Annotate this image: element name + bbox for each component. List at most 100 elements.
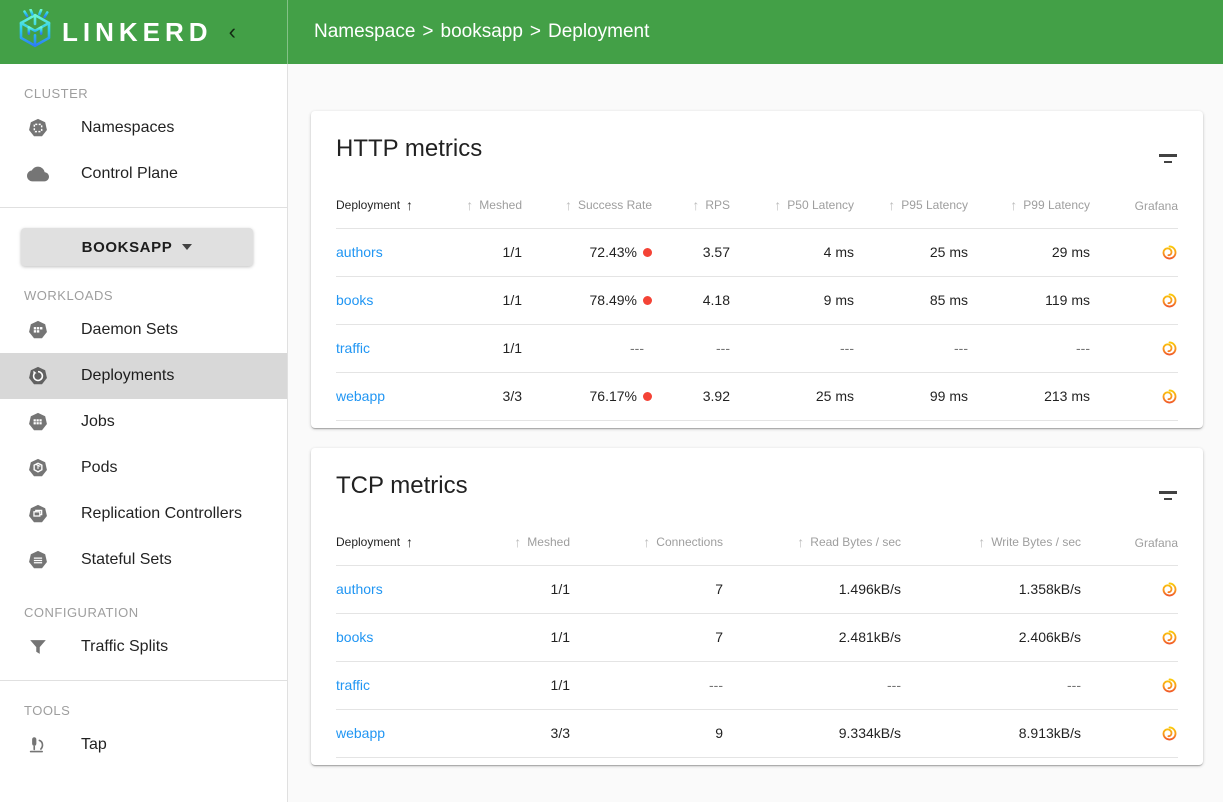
grafana-link-icon[interactable] xyxy=(1090,340,1178,357)
grafana-link-icon[interactable] xyxy=(1081,677,1178,694)
grafana-link-icon[interactable] xyxy=(1081,581,1178,598)
deployment-link-authors[interactable]: authors xyxy=(336,581,383,597)
sidebar-item-label: Tap xyxy=(81,736,107,753)
deployment-link-authors[interactable]: authors xyxy=(336,244,383,260)
column-header-p95-latency[interactable]: ↑ P95 Latency xyxy=(854,163,968,229)
sidebar-item-control-plane[interactable]: Control Plane xyxy=(0,151,287,197)
status-dot-icon xyxy=(643,247,652,257)
p95-value: 85 ms xyxy=(854,276,968,325)
column-header-rps[interactable]: ↑ RPS xyxy=(652,163,730,229)
sidebar-item-namespaces[interactable]: Namespaces xyxy=(0,105,287,151)
http-metrics-table: Deployment ↑ ↑ Meshed ↑ Success Rate ↑ RPS ↑… xyxy=(336,163,1178,421)
grafana-link-icon[interactable] xyxy=(1081,629,1178,646)
read-bytes-value: 2.481kB/s xyxy=(723,613,901,662)
connections-value: 7 xyxy=(570,613,723,662)
grafana-link-icon[interactable] xyxy=(1090,244,1178,261)
section-label-tools: TOOLS xyxy=(24,703,71,718)
p50-value: 9 ms xyxy=(730,276,854,325)
section-label-workloads: WORKLOADS xyxy=(24,288,114,303)
p50-value: --- xyxy=(730,324,854,373)
rps-value: 3.92 xyxy=(652,372,730,421)
write-bytes-value: --- xyxy=(901,661,1081,710)
write-bytes-value: 1.358kB/s xyxy=(901,565,1081,614)
sidebar-item-daemon-sets[interactable]: Daemon Sets xyxy=(0,307,287,353)
tcp-metrics-table: Deployment ↑ ↑ Meshed ↑ Connections ↑ Read B… xyxy=(336,500,1178,758)
sidebar-item-replication-controllers[interactable]: Replication Controllers xyxy=(0,491,287,537)
sidebar-item-stateful-sets[interactable]: Stateful Sets xyxy=(0,537,287,583)
column-header-meshed[interactable]: ↑ Meshed xyxy=(446,500,570,566)
sidebar-divider xyxy=(0,207,287,208)
traffic-splits-funnel-icon xyxy=(27,636,49,658)
top-app-bar: LINKERD ‹ Namespace > booksapp > Deploym… xyxy=(0,0,1223,64)
sidebar-item-label: Deployments xyxy=(81,367,175,384)
meshed-value: 1/1 xyxy=(446,276,522,325)
deployment-link-webapp[interactable]: webapp xyxy=(336,388,386,404)
rps-value: 3.57 xyxy=(652,228,730,277)
breadcrumb-separator: > xyxy=(422,21,434,42)
p50-value: 4 ms xyxy=(730,228,854,277)
column-header-deployment[interactable]: Deployment ↑ xyxy=(336,500,446,566)
caret-down-icon xyxy=(182,244,193,250)
filter-icon[interactable] xyxy=(1158,491,1178,500)
column-header-p50-latency[interactable]: ↑ P50 Latency xyxy=(730,163,854,229)
sort-arrow-icon: ↑ xyxy=(692,196,700,213)
column-header-write-bytes[interactable]: ↑ Write Bytes / sec xyxy=(901,500,1081,566)
sort-arrow-icon: ↑ xyxy=(1010,196,1018,213)
breadcrumb-booksapp[interactable]: booksapp xyxy=(440,21,523,42)
column-header-connections[interactable]: ↑ Connections xyxy=(570,500,723,566)
namespaces-icon xyxy=(27,117,49,139)
success-rate-value: 76.17% xyxy=(589,388,637,404)
sort-arrow-icon: ↑ xyxy=(406,196,414,213)
sort-arrow-icon: ↑ xyxy=(797,533,805,550)
sidebar-item-traffic-splits[interactable]: Traffic Splits xyxy=(0,624,287,670)
table-row: books 1/1 7 2.481kB/s 2.406kB/s xyxy=(336,613,1178,662)
connections-value: 7 xyxy=(570,565,723,614)
daemon-sets-icon xyxy=(27,319,49,341)
write-bytes-value: 2.406kB/s xyxy=(901,613,1081,662)
meshed-value: 3/3 xyxy=(446,709,570,758)
deployment-link-webapp[interactable]: webapp xyxy=(336,725,386,741)
deployment-link-traffic[interactable]: traffic xyxy=(336,340,370,356)
column-header-read-bytes[interactable]: ↑ Read Bytes / sec xyxy=(723,500,901,566)
meshed-value: 1/1 xyxy=(446,565,570,614)
sidebar-divider xyxy=(0,680,287,681)
sidebar-collapse-icon[interactable]: ‹ xyxy=(228,19,236,44)
grafana-link-icon[interactable] xyxy=(1090,292,1178,309)
meshed-value: 3/3 xyxy=(446,372,522,421)
sidebar-item-label: Namespaces xyxy=(81,119,175,136)
filter-icon[interactable] xyxy=(1158,154,1178,163)
read-bytes-value: 1.496kB/s xyxy=(723,565,901,614)
sidebar-item-label: Traffic Splits xyxy=(81,638,169,655)
deployment-link-books[interactable]: books xyxy=(336,292,374,308)
p99-value: 29 ms xyxy=(968,228,1090,277)
breadcrumb-deployment[interactable]: Deployment xyxy=(548,21,650,42)
table-row: books 1/1 78.49% 4.18 9 ms 85 ms 119 ms xyxy=(336,276,1178,325)
section-label-configuration: CONFIGURATION xyxy=(24,605,139,620)
p99-value: 213 ms xyxy=(968,372,1090,421)
grafana-link-icon[interactable] xyxy=(1081,725,1178,742)
breadcrumb-namespace[interactable]: Namespace xyxy=(314,21,416,42)
column-header-meshed[interactable]: ↑ Meshed xyxy=(446,163,522,229)
control-plane-cloud-icon xyxy=(27,163,49,185)
sort-arrow-icon: ↑ xyxy=(466,196,474,213)
column-header-grafana: Grafana xyxy=(1081,500,1178,566)
grafana-link-icon[interactable] xyxy=(1090,388,1178,405)
connections-value: 9 xyxy=(570,709,723,758)
sidebar-item-label: Control Plane xyxy=(81,165,178,182)
meshed-value: 1/1 xyxy=(446,324,522,373)
sidebar-item-jobs[interactable]: Jobs xyxy=(0,399,287,445)
deployment-link-traffic[interactable]: traffic xyxy=(336,677,370,693)
section-label-cluster: CLUSTER xyxy=(24,86,89,101)
stateful-sets-icon xyxy=(27,549,49,571)
success-rate-value: 72.43% xyxy=(589,244,637,260)
deployment-link-books[interactable]: books xyxy=(336,629,374,645)
table-row: webapp 3/3 76.17% 3.92 25 ms 99 ms 213 m… xyxy=(336,372,1178,421)
sidebar-item-deployments[interactable]: Deployments xyxy=(0,353,287,399)
sidebar-item-tap[interactable]: Tap xyxy=(0,722,287,768)
namespace-selector-button[interactable]: BOOKSAPP xyxy=(21,228,253,266)
column-header-success-rate[interactable]: ↑ Success Rate xyxy=(522,163,652,229)
sidebar-item-pods[interactable]: Pods xyxy=(0,445,287,491)
column-header-deployment[interactable]: Deployment ↑ xyxy=(336,163,446,229)
column-header-grafana: Grafana xyxy=(1090,163,1178,229)
column-header-p99-latency[interactable]: ↑ P99 Latency xyxy=(968,163,1090,229)
